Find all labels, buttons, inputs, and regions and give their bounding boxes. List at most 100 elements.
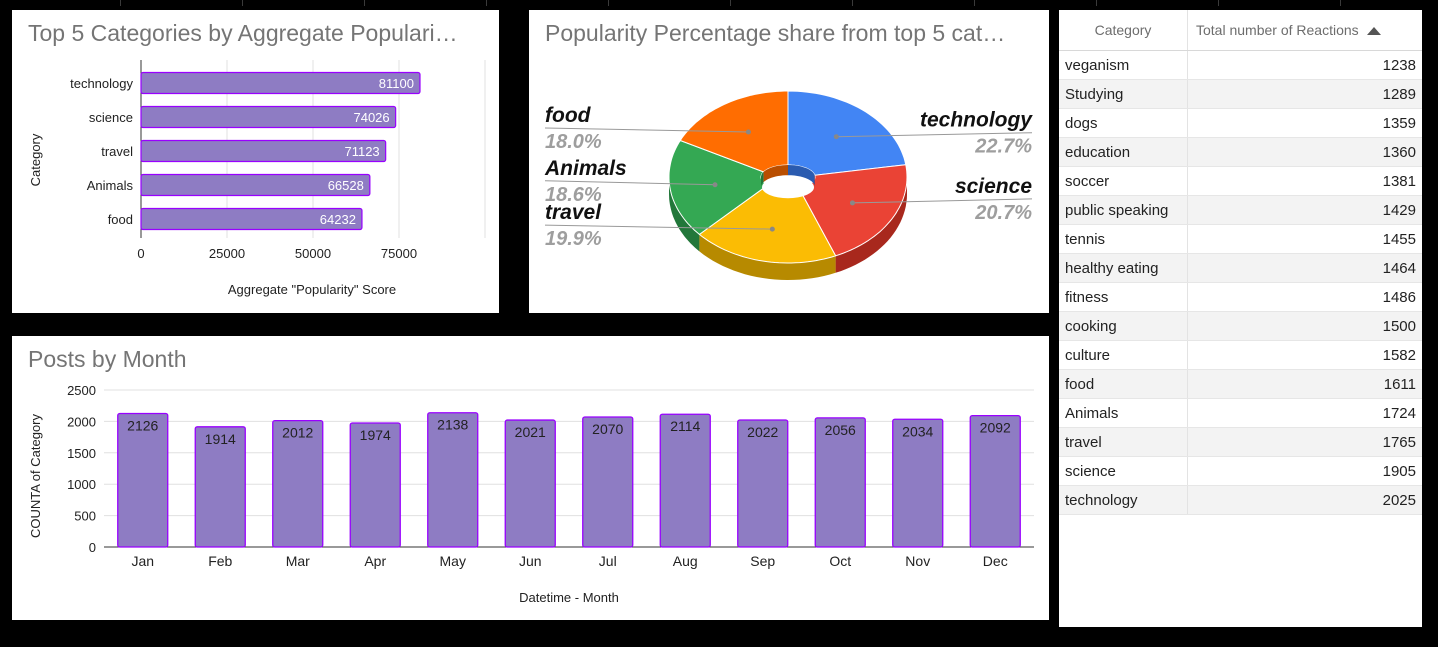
category-cell: tennis [1059,224,1188,254]
column-bar [272,419,324,548]
x-tick-label: Sep [750,553,775,569]
x-tick-label: 0 [137,246,144,261]
reactions-cell: 1765 [1187,427,1422,457]
y-tick-label: 1500 [67,446,96,461]
data-label: 2034 [902,423,933,439]
pie-hole-wall [763,165,788,183]
sort-ascending-icon[interactable] [1366,27,1381,36]
x-tick-label: 75000 [381,246,417,261]
data-label: 2012 [282,425,313,441]
top5-bar-chart[interactable]: Top 5 Categories by Aggregate Populari… … [12,10,499,313]
category-cell: cooking [1059,311,1188,341]
category-cell: food [1059,369,1188,399]
x-tick-label: Mar [286,553,310,569]
table-row: public speaking 1429 [1059,195,1422,225]
chart-title: Top 5 Categories by Aggregate Populari… [28,20,458,46]
table-row: soccer 1381 [1059,166,1422,196]
data-label: 2022 [747,424,778,440]
slice-percentage: 22.7% [974,136,1032,158]
category-cell: veganism [1059,50,1188,80]
y-tick-label: 1000 [67,477,96,492]
table-row: veganism 1238 [1059,50,1422,80]
reactions-cell: 1455 [1187,224,1422,254]
category-cell: culture [1059,340,1188,370]
x-tick-label: Jun [519,553,542,569]
table-row: fitness 1486 [1059,282,1422,312]
category-cell: soccer [1059,166,1188,196]
column-bar [659,413,711,548]
pie-slice-side [669,177,700,252]
column-bar [737,419,789,548]
popularity-pie-chart[interactable]: Popularity Percentage share from top 5 c… [529,10,1049,313]
leader-dot [712,182,718,188]
x-tick-label: May [440,553,466,569]
chart-title: Popularity Percentage share from top 5 c… [545,20,1006,46]
leader-line [544,180,716,186]
x-tick-label: Feb [208,553,232,569]
x-tick-label: 25000 [209,246,245,261]
column-chart-canvas: 0 500 1000 1500 2000 2500 2126 Jan 1914 Feb 2012 Ma… [28,383,1034,605]
slice-percentage: 18.0% [545,131,602,153]
reactions-cell: 1429 [1187,195,1422,225]
category-cell: Studying [1059,79,1188,109]
table-row: Animals 1724 [1059,398,1422,428]
y-tick-label: Animals [87,178,134,193]
data-label: 66528 [328,178,364,193]
pie-chart-canvas: technology 22.7% science 20.7% travel 19.9% An… [544,90,1033,280]
leader-dot [769,226,775,232]
column-bar [814,417,866,548]
y-tick-label: travel [101,144,133,159]
slice-percentage: 20.7% [974,202,1032,224]
data-label: 2056 [825,422,856,438]
bar-chart-canvas: 0 25000 50000 75000 81100 technology 74026 scie… [28,60,486,297]
y-tick-label: science [89,110,133,125]
posts-by-month-chart[interactable]: Posts by Month 0 500 1000 1500 2000 2500 2126 J… [12,336,1049,620]
sheet-grid-strip [0,0,1438,6]
reactions-cell: 1611 [1187,369,1422,399]
column-bar [504,419,556,548]
leader-line [852,198,1033,204]
x-axis-title: Datetime - Month [519,590,619,605]
table-row: cooking 1500 [1059,311,1422,341]
data-label: 2138 [437,417,468,433]
y-axis-title: COUNTA of Category [28,413,43,538]
category-cell: education [1059,137,1188,167]
reactions-cell: 1238 [1187,50,1422,80]
slice-label: Animals [544,157,627,180]
reactions-cell: 1486 [1187,282,1422,312]
table-row: healthy eating 1464 [1059,253,1422,283]
column-bar [117,412,169,548]
table-row: food 1611 [1059,369,1422,399]
y-tick-label: food [108,212,133,227]
column-bar [194,426,246,548]
leader-dot [745,129,751,135]
data-label: 81100 [379,76,414,91]
reactions-cell: 1724 [1187,398,1422,428]
data-label: 74026 [353,110,389,125]
slice-label: science [955,175,1032,198]
x-tick-label: Jan [131,553,154,569]
data-label: 2021 [515,424,546,440]
column-header-category[interactable]: Category [1059,10,1188,51]
reactions-cell: 1359 [1187,108,1422,138]
x-tick-label: Oct [829,553,851,569]
column-header-reactions[interactable]: Total number of Reactions [1187,10,1422,51]
column-bar [427,412,479,548]
leader-dot [849,200,855,206]
pie-slice [787,90,907,176]
bar [140,139,387,163]
x-tick-label: 50000 [295,246,331,261]
table-row: culture 1582 [1059,340,1422,370]
reactions-table: Category Total number of Reactions vegan… [1059,10,1422,627]
column-bar [969,414,1021,548]
data-label: 64232 [320,212,356,227]
pie-hole-wall [788,165,815,186]
slice-percentage: 18.6% [545,184,602,206]
slice-label: travel [545,201,602,224]
reactions-cell: 1360 [1187,137,1422,167]
chart-title: Posts by Month [28,346,187,372]
leader-dot [833,134,839,140]
y-axis-title: Category [28,133,43,186]
y-tick-label: 2500 [67,383,96,398]
leader-line [544,224,773,230]
